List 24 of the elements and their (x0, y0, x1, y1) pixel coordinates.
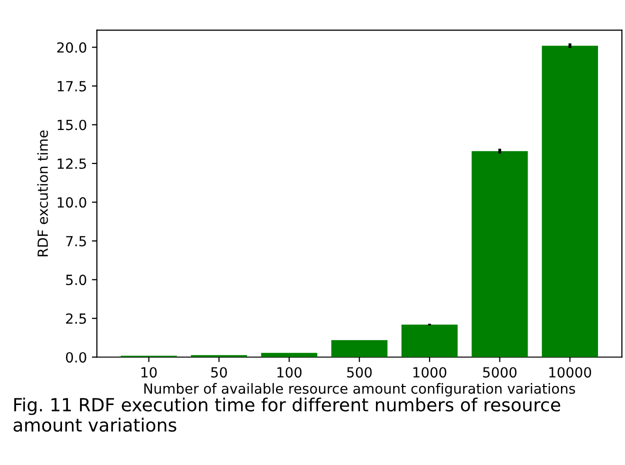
x-tick-label: 100 (277, 367, 302, 378)
y-tick-label: 5.0 (66, 274, 86, 286)
y-tick-label: 20.0 (57, 42, 86, 53)
y-tick-label: 0.0 (66, 352, 86, 363)
y-tick-label: 7.5 (66, 236, 86, 246)
x-tick-label: 50 (211, 367, 227, 378)
y-tick-label: 15.0 (58, 120, 86, 130)
y-tick-label: 2.5 (66, 313, 86, 324)
x-tick-label: 10 (142, 367, 157, 378)
y-tick-label: 17.5 (58, 81, 86, 92)
caption: Fig. 11 RDF execution time for different numbers of resource amount variations (14, 398, 560, 432)
y-tick-label: 12.5 (58, 158, 86, 169)
y-axis-title: RDF excution time (37, 130, 48, 256)
bar (331, 340, 388, 358)
bar (472, 151, 528, 358)
bar (542, 46, 598, 358)
x-tick-label: 5000 (483, 367, 516, 378)
bar (261, 352, 318, 358)
y-tick-label: 10.0 (58, 197, 86, 208)
x-tick-label: 10000 (549, 367, 592, 378)
bar (401, 324, 458, 358)
x-axis-title: Number of available resource amount configuration variations (144, 383, 576, 397)
x-tick-label: 500 (347, 367, 372, 378)
x-tick-label: 1000 (413, 367, 446, 378)
